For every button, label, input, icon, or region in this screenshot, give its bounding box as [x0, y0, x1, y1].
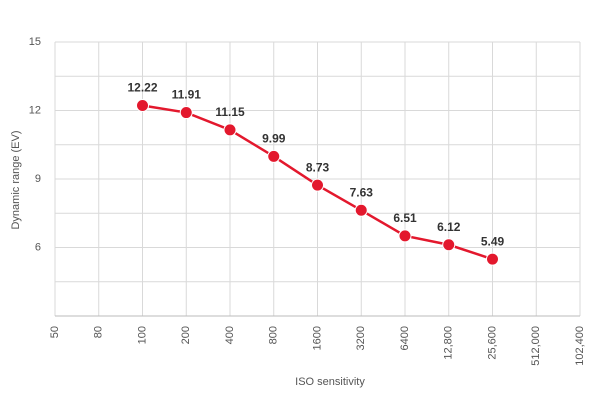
x-tick-label: 3200 [355, 326, 367, 350]
y-axis-title: Dynamic range (EV) [10, 130, 22, 229]
x-tick-label: 80 [93, 326, 105, 338]
y-tick-label: 6 [35, 241, 41, 253]
data-label: 6.51 [393, 211, 417, 225]
marker [179, 106, 193, 120]
data-label: 11.15 [215, 105, 245, 119]
x-axis-title: ISO sensitivity [295, 376, 365, 388]
marker [136, 98, 149, 112]
data-label: 7.63 [350, 185, 374, 199]
x-tick-label: 1600 [311, 326, 323, 350]
marker [398, 229, 412, 243]
y-tick-label: 15 [29, 36, 41, 48]
data-label: 12.22 [127, 81, 157, 95]
x-tick-label: 102,400 [574, 326, 586, 366]
data-label: 5.49 [481, 234, 505, 248]
marker [442, 238, 456, 252]
x-tick-label: 100 [136, 326, 148, 344]
x-tick-label: 50 [49, 326, 61, 338]
marker [486, 252, 499, 266]
x-tick-label: 25,600 [486, 326, 498, 360]
x-tick-label: 800 [268, 326, 280, 344]
x-tick-label: 6400 [399, 326, 411, 350]
marker [354, 203, 368, 217]
marker [311, 178, 324, 192]
x-tick-label: 400 [224, 326, 236, 344]
y-tick-label: 9 [35, 173, 41, 185]
x-tick-label: 200 [180, 326, 192, 344]
data-label: 8.73 [306, 160, 330, 174]
x-tick-label: 512,000 [530, 326, 542, 366]
data-label: 6.12 [437, 220, 461, 234]
marker [267, 149, 281, 163]
x-tick-label: 12,800 [443, 326, 455, 360]
data-label: 11.91 [172, 88, 202, 102]
marker [223, 123, 237, 137]
y-tick-label: 12 [29, 104, 41, 116]
data-label: 9.99 [262, 132, 286, 146]
